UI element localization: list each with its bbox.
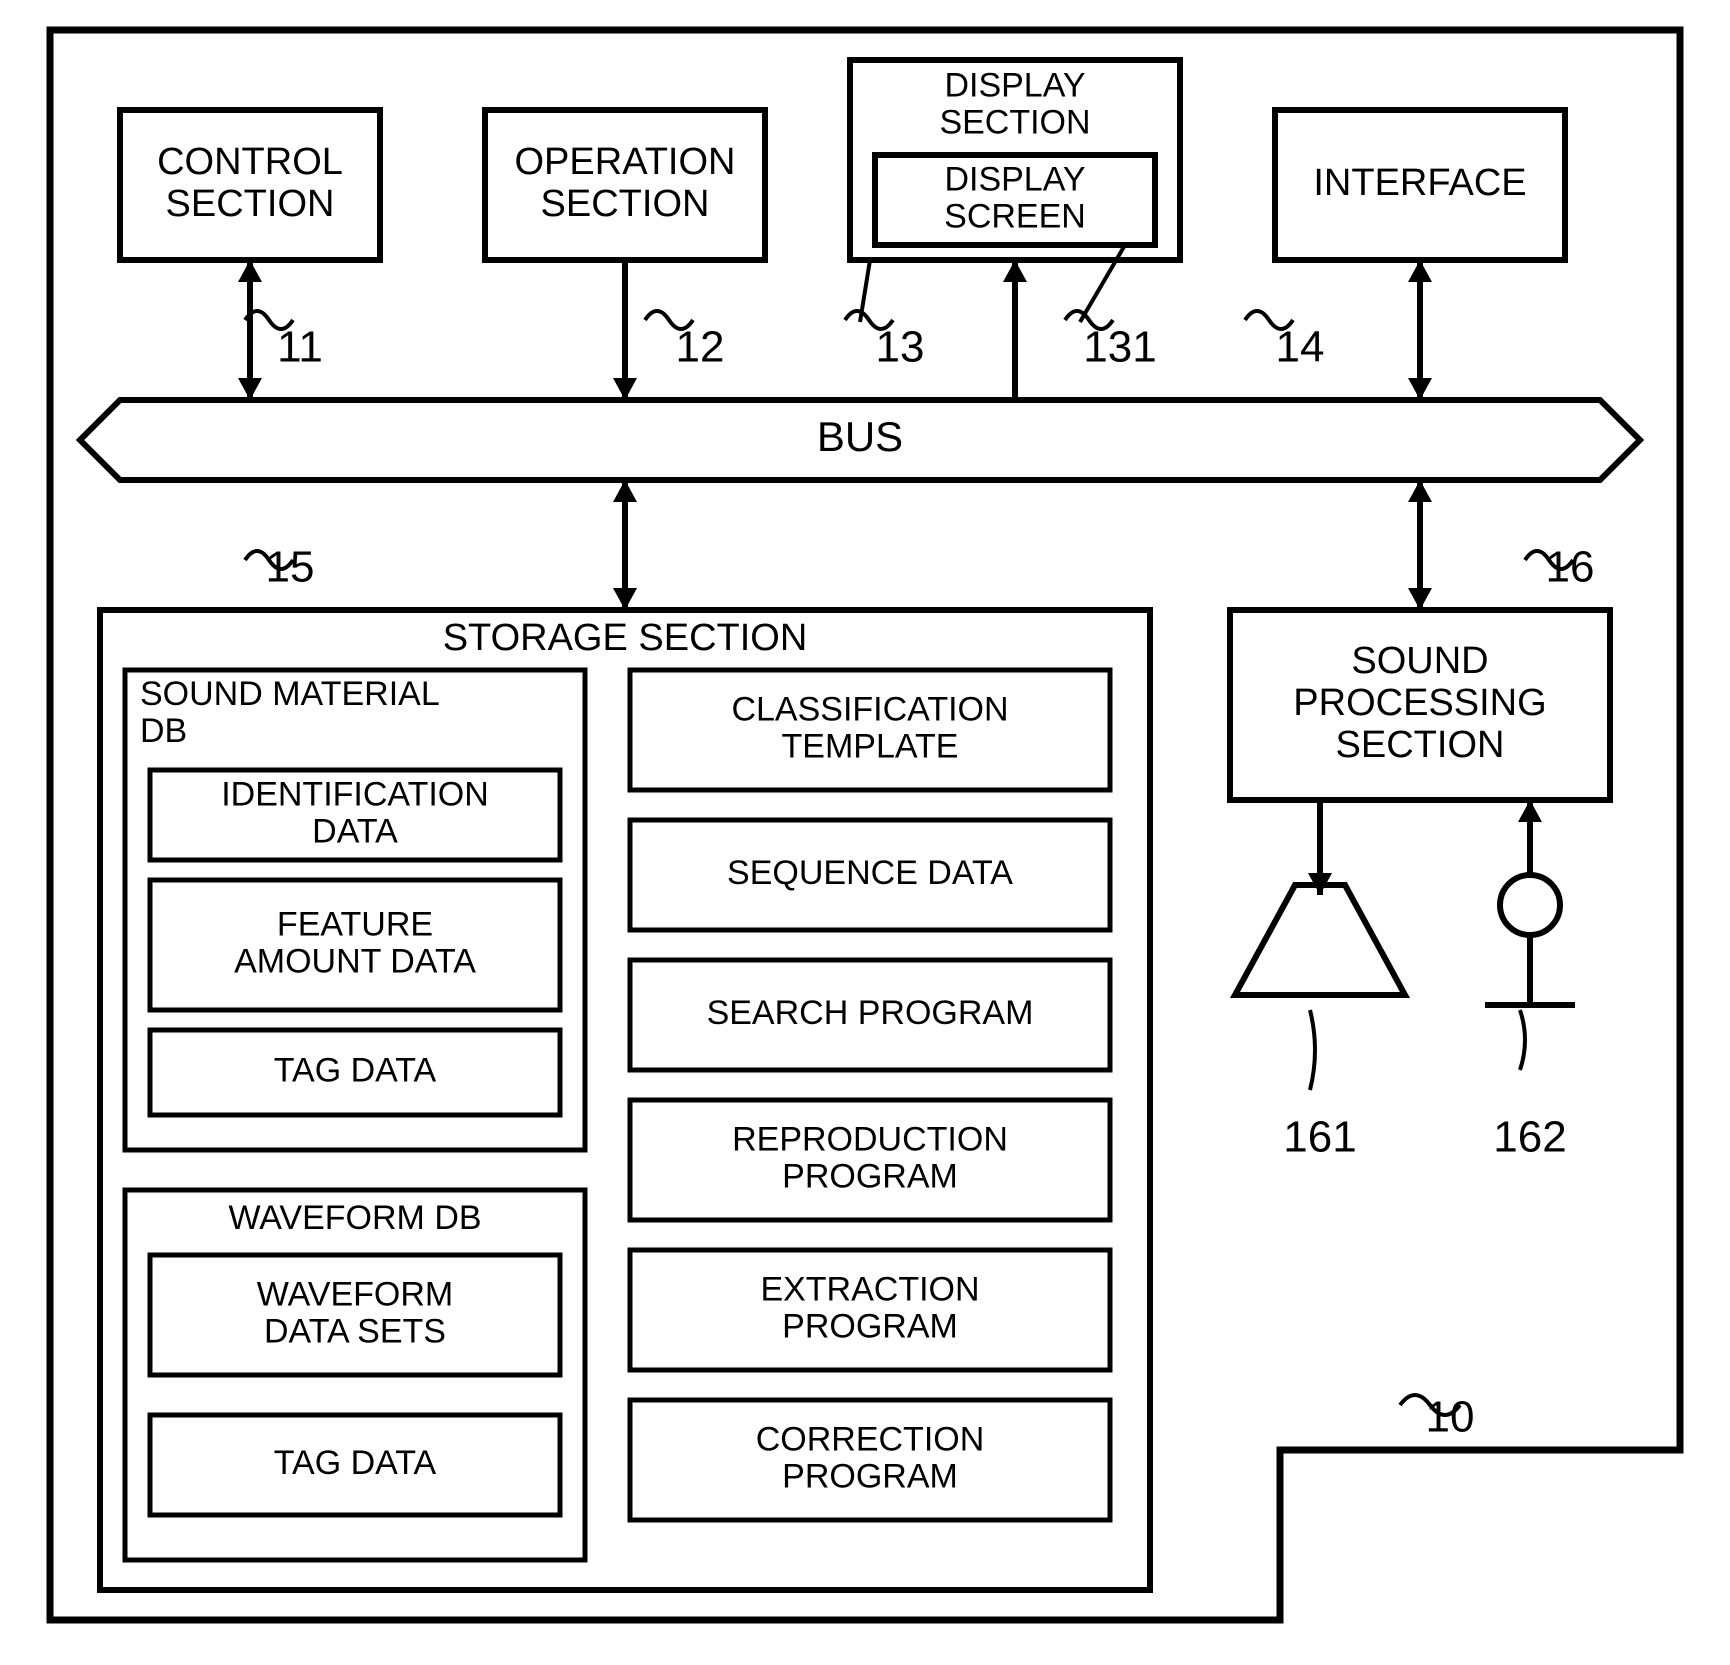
svg-text:131: 131 (1083, 323, 1156, 372)
svg-text:10: 10 (1426, 1393, 1475, 1442)
svg-text:SEARCH PROGRAM: SEARCH PROGRAM (707, 994, 1034, 1032)
svg-text:162: 162 (1493, 1113, 1566, 1162)
svg-text:TEMPLATE: TEMPLATE (782, 728, 959, 766)
svg-text:IDENTIFICATION: IDENTIFICATION (221, 775, 489, 813)
svg-text:TAG DATA: TAG DATA (274, 1444, 437, 1482)
connector-control (238, 260, 262, 400)
svg-text:PROGRAM: PROGRAM (782, 1458, 958, 1496)
svg-text:TAG DATA: TAG DATA (274, 1051, 437, 1089)
connector-storage (613, 480, 637, 610)
svg-text:REPRODUCTION: REPRODUCTION (732, 1120, 1008, 1158)
device-outline (50, 30, 1680, 1620)
interface-box: INTERFACE 14 (1245, 110, 1565, 372)
svg-text:SECTION: SECTION (541, 183, 710, 225)
connector-display (1003, 260, 1027, 400)
connector-speaker (1308, 800, 1332, 895)
svg-text:DATA: DATA (312, 813, 398, 851)
svg-text:SOUND: SOUND (1351, 640, 1488, 682)
svg-text:CLASSIFICATION: CLASSIFICATION (731, 690, 1008, 728)
svg-text:15: 15 (266, 543, 315, 592)
svg-text:DB: DB (140, 712, 187, 750)
svg-text:12: 12 (676, 323, 725, 372)
svg-text:SCREEN: SCREEN (944, 198, 1086, 236)
microphone-icon: 162 (1485, 875, 1575, 1162)
svg-text:14: 14 (1276, 323, 1325, 372)
svg-text:SOUND MATERIAL: SOUND MATERIAL (140, 675, 440, 713)
svg-text:INTERFACE: INTERFACE (1313, 162, 1526, 204)
speaker-icon: 161 (1235, 885, 1405, 1162)
svg-text:BUS: BUS (817, 413, 903, 460)
connector-soundproc (1408, 480, 1432, 610)
svg-text:WAVEFORM: WAVEFORM (257, 1275, 453, 1313)
svg-text:DISPLAY: DISPLAY (944, 160, 1085, 198)
svg-text:CORRECTION: CORRECTION (756, 1420, 985, 1458)
svg-text:SECTION: SECTION (1336, 724, 1505, 766)
svg-text:SECTION: SECTION (166, 183, 335, 225)
svg-text:161: 161 (1283, 1113, 1356, 1162)
svg-text:PROGRAM: PROGRAM (782, 1308, 958, 1346)
device-ref: 10 (1400, 1393, 1474, 1442)
svg-text:STORAGE SECTION: STORAGE SECTION (443, 617, 808, 659)
connector-operation (613, 260, 637, 400)
connector-mic (1518, 800, 1542, 875)
svg-text:PROCESSING: PROCESSING (1293, 682, 1546, 724)
svg-text:DISPLAY: DISPLAY (944, 66, 1085, 104)
svg-text:DATA SETS: DATA SETS (264, 1313, 446, 1351)
svg-text:EXTRACTION: EXTRACTION (760, 1270, 979, 1308)
svg-text:PROGRAM: PROGRAM (782, 1158, 958, 1196)
svg-text:11: 11 (277, 323, 323, 372)
svg-text:OPERATION: OPERATION (515, 141, 736, 183)
bus-bar: BUS (80, 400, 1640, 480)
svg-text:AMOUNT DATA: AMOUNT DATA (234, 943, 476, 981)
connector-interface (1408, 260, 1432, 400)
svg-text:16: 16 (1546, 543, 1595, 592)
svg-text:SEQUENCE DATA: SEQUENCE DATA (727, 854, 1013, 892)
svg-text:SECTION: SECTION (939, 104, 1090, 142)
svg-text:WAVEFORM DB: WAVEFORM DB (228, 1199, 481, 1237)
svg-text:FEATURE: FEATURE (277, 905, 433, 943)
svg-text:13: 13 (876, 323, 925, 372)
svg-text:CONTROL: CONTROL (157, 141, 343, 183)
